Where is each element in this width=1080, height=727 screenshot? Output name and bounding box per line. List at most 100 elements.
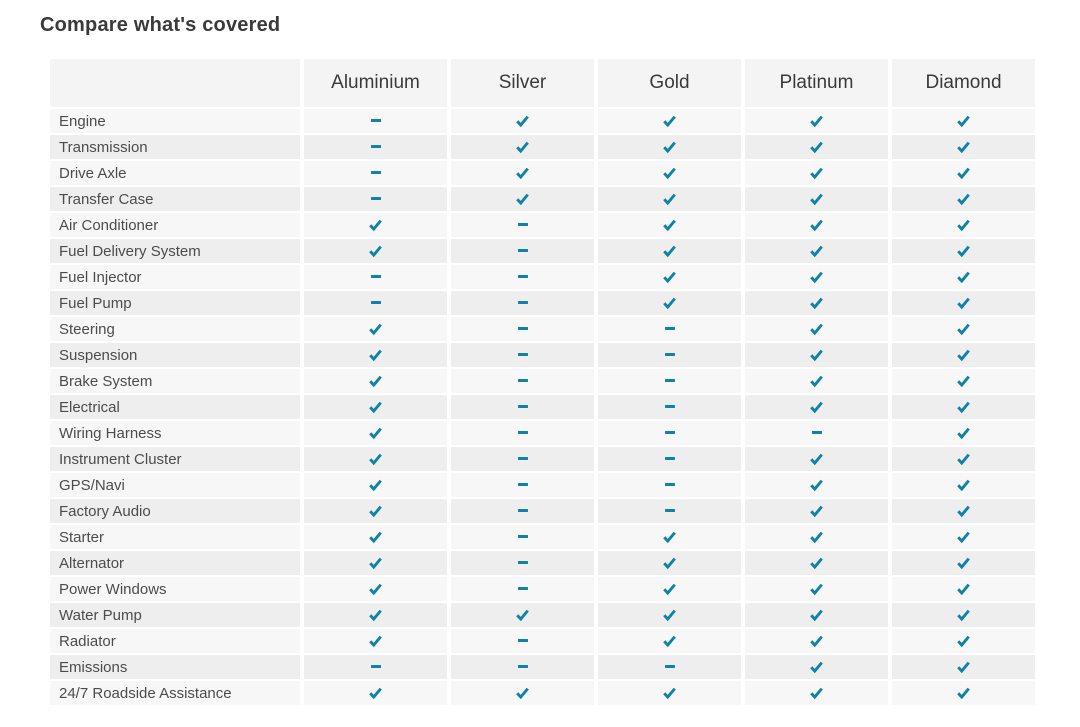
dash-icon [664, 327, 675, 331]
dash-icon [370, 665, 381, 669]
coverage-cell [892, 109, 1035, 133]
check-icon [663, 557, 676, 570]
table-row: Engine [50, 109, 1035, 133]
coverage-cell [304, 239, 447, 263]
table-row: Power Windows [50, 577, 1035, 601]
coverage-cell [745, 343, 888, 367]
coverage-cell [598, 369, 741, 393]
coverage-cell [451, 551, 594, 575]
coverage-cell [451, 577, 594, 601]
coverage-cell [598, 213, 741, 237]
check-icon [663, 609, 676, 622]
coverage-cell [892, 499, 1035, 523]
check-icon [957, 505, 970, 518]
coverage-cell [304, 187, 447, 211]
coverage-comparison-page: Compare what's covered Aluminium Silver Go… [0, 14, 1080, 707]
check-icon [957, 687, 970, 700]
check-icon [810, 375, 823, 388]
check-icon [810, 661, 823, 674]
check-icon [810, 219, 823, 232]
plan-column-header-diamond: Diamond [892, 59, 1035, 107]
table-row: Radiator [50, 629, 1035, 653]
feature-label: Power Windows [50, 577, 300, 601]
coverage-cell [304, 655, 447, 679]
feature-label: Steering [50, 317, 300, 341]
coverage-cell [451, 161, 594, 185]
coverage-cell [745, 681, 888, 705]
check-icon [810, 401, 823, 414]
coverage-cell [304, 447, 447, 471]
coverage-cell [745, 213, 888, 237]
coverage-cell [451, 135, 594, 159]
feature-label: Starter [50, 525, 300, 549]
check-icon [369, 401, 382, 414]
coverage-cell [451, 109, 594, 133]
table-row: Drive Axle [50, 161, 1035, 185]
check-icon [810, 479, 823, 492]
feature-label: Transmission [50, 135, 300, 159]
check-icon [369, 687, 382, 700]
dash-icon [370, 119, 381, 123]
dash-icon [517, 327, 528, 331]
dash-icon [517, 431, 528, 435]
check-icon [810, 531, 823, 544]
coverage-cell [304, 317, 447, 341]
check-icon [663, 219, 676, 232]
feature-label: Alternator [50, 551, 300, 575]
check-icon [957, 219, 970, 232]
feature-label: Suspension [50, 343, 300, 367]
feature-column-header [50, 59, 300, 107]
dash-icon [370, 275, 381, 279]
check-icon [957, 271, 970, 284]
check-icon [663, 687, 676, 700]
feature-label: Fuel Delivery System [50, 239, 300, 263]
coverage-cell [745, 499, 888, 523]
coverage-cell [892, 681, 1035, 705]
table-row: Fuel Pump [50, 291, 1035, 315]
feature-label: Water Pump [50, 603, 300, 627]
coverage-cell [598, 421, 741, 445]
dash-icon [664, 353, 675, 357]
dash-icon [664, 431, 675, 435]
feature-label: Electrical [50, 395, 300, 419]
check-icon [810, 193, 823, 206]
feature-label: Drive Axle [50, 161, 300, 185]
coverage-cell [745, 525, 888, 549]
coverage-cell [892, 291, 1035, 315]
check-icon [369, 479, 382, 492]
check-icon [369, 531, 382, 544]
coverage-cell [745, 369, 888, 393]
dash-icon [664, 379, 675, 383]
coverage-cell [598, 317, 741, 341]
check-icon [810, 167, 823, 180]
coverage-cell [304, 421, 447, 445]
coverage-cell [745, 421, 888, 445]
check-icon [516, 609, 529, 622]
check-icon [516, 687, 529, 700]
feature-label: 24/7 Roadside Assistance [50, 681, 300, 705]
check-icon [810, 583, 823, 596]
check-icon [663, 167, 676, 180]
coverage-cell [598, 343, 741, 367]
check-icon [957, 193, 970, 206]
check-icon [369, 583, 382, 596]
dash-icon [517, 405, 528, 409]
dash-icon [517, 639, 528, 643]
table-row: Fuel Delivery System [50, 239, 1035, 263]
dash-icon [370, 145, 381, 149]
coverage-cell [892, 603, 1035, 627]
check-icon [957, 401, 970, 414]
coverage-cell [598, 681, 741, 705]
check-icon [957, 167, 970, 180]
coverage-cell [304, 525, 447, 549]
feature-label: Emissions [50, 655, 300, 679]
dash-icon [517, 353, 528, 357]
coverage-cell [892, 343, 1035, 367]
dash-icon [517, 301, 528, 305]
coverage-cell [598, 473, 741, 497]
dash-icon [517, 223, 528, 227]
feature-label: Fuel Injector [50, 265, 300, 289]
check-icon [957, 635, 970, 648]
coverage-cell [745, 109, 888, 133]
coverage-cell [451, 655, 594, 679]
